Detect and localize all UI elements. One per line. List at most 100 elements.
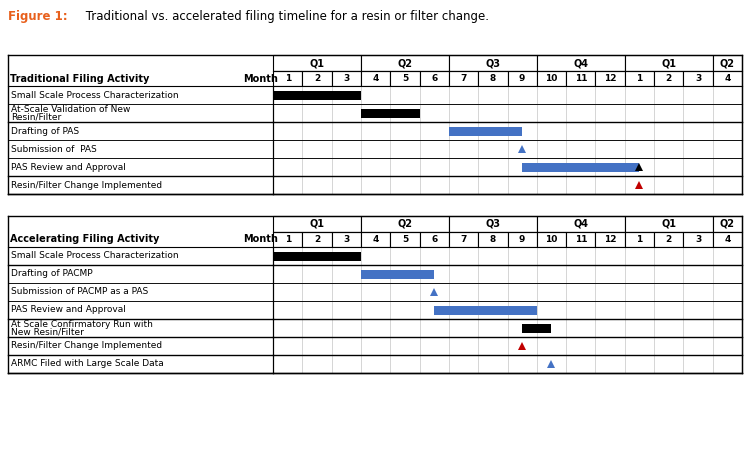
FancyBboxPatch shape: [625, 140, 654, 158]
FancyBboxPatch shape: [302, 86, 332, 104]
FancyBboxPatch shape: [361, 247, 390, 265]
FancyBboxPatch shape: [273, 158, 302, 176]
FancyBboxPatch shape: [625, 232, 654, 247]
Text: 11: 11: [574, 235, 587, 244]
Text: Q1: Q1: [662, 219, 676, 229]
Text: 4: 4: [724, 74, 730, 83]
FancyBboxPatch shape: [361, 158, 390, 176]
FancyBboxPatch shape: [332, 283, 361, 301]
FancyBboxPatch shape: [566, 283, 596, 301]
FancyBboxPatch shape: [302, 265, 332, 283]
FancyBboxPatch shape: [361, 86, 390, 104]
FancyBboxPatch shape: [273, 283, 302, 301]
FancyBboxPatch shape: [683, 122, 712, 140]
Text: Accelerating Filing Activity: Accelerating Filing Activity: [10, 234, 159, 244]
FancyBboxPatch shape: [596, 104, 625, 122]
FancyBboxPatch shape: [712, 55, 742, 71]
Text: Small Scale Process Characterization: Small Scale Process Characterization: [11, 90, 178, 99]
Text: ARMC Filed with Large Scale Data: ARMC Filed with Large Scale Data: [11, 360, 164, 369]
FancyBboxPatch shape: [654, 232, 683, 247]
FancyBboxPatch shape: [390, 337, 419, 355]
Text: Q2: Q2: [398, 58, 412, 68]
FancyBboxPatch shape: [625, 71, 654, 86]
Text: At-Scale Validation of New: At-Scale Validation of New: [11, 105, 130, 114]
FancyBboxPatch shape: [537, 71, 566, 86]
FancyBboxPatch shape: [332, 104, 361, 122]
Text: 10: 10: [545, 235, 558, 244]
Text: 8: 8: [490, 235, 496, 244]
FancyBboxPatch shape: [508, 232, 537, 247]
Text: 4: 4: [373, 74, 379, 83]
FancyBboxPatch shape: [683, 86, 712, 104]
FancyBboxPatch shape: [273, 337, 302, 355]
FancyBboxPatch shape: [448, 319, 478, 337]
FancyBboxPatch shape: [683, 355, 712, 373]
FancyBboxPatch shape: [508, 86, 537, 104]
Text: 2: 2: [314, 74, 320, 83]
Text: Month: Month: [243, 234, 278, 244]
FancyBboxPatch shape: [508, 283, 537, 301]
FancyBboxPatch shape: [508, 140, 537, 158]
FancyBboxPatch shape: [332, 337, 361, 355]
FancyBboxPatch shape: [448, 126, 522, 135]
FancyBboxPatch shape: [508, 301, 537, 319]
FancyBboxPatch shape: [478, 283, 508, 301]
FancyBboxPatch shape: [390, 122, 419, 140]
FancyBboxPatch shape: [419, 283, 448, 301]
FancyBboxPatch shape: [361, 176, 390, 194]
Text: 7: 7: [460, 235, 466, 244]
Text: 2: 2: [665, 235, 672, 244]
Text: 1: 1: [636, 235, 643, 244]
FancyBboxPatch shape: [537, 265, 566, 283]
FancyBboxPatch shape: [332, 301, 361, 319]
FancyBboxPatch shape: [478, 104, 508, 122]
FancyBboxPatch shape: [566, 247, 596, 265]
FancyBboxPatch shape: [332, 176, 361, 194]
FancyBboxPatch shape: [522, 324, 551, 333]
FancyBboxPatch shape: [419, 104, 448, 122]
Text: 3: 3: [695, 235, 701, 244]
FancyBboxPatch shape: [596, 265, 625, 283]
FancyBboxPatch shape: [273, 90, 361, 99]
FancyBboxPatch shape: [273, 71, 302, 86]
FancyBboxPatch shape: [273, 301, 302, 319]
FancyBboxPatch shape: [654, 265, 683, 283]
Text: PAS Review and Approval: PAS Review and Approval: [11, 306, 126, 315]
FancyBboxPatch shape: [537, 301, 566, 319]
FancyBboxPatch shape: [478, 247, 508, 265]
Text: 1: 1: [636, 74, 643, 83]
Text: 7: 7: [460, 74, 466, 83]
FancyBboxPatch shape: [273, 252, 361, 261]
Text: At Scale Confirmatory Run with: At Scale Confirmatory Run with: [11, 320, 153, 329]
FancyBboxPatch shape: [625, 176, 654, 194]
FancyBboxPatch shape: [361, 337, 390, 355]
FancyBboxPatch shape: [625, 355, 654, 373]
FancyBboxPatch shape: [683, 247, 712, 265]
FancyBboxPatch shape: [537, 319, 566, 337]
FancyBboxPatch shape: [566, 71, 596, 86]
FancyBboxPatch shape: [625, 55, 712, 71]
FancyBboxPatch shape: [566, 265, 596, 283]
FancyBboxPatch shape: [537, 283, 566, 301]
Text: PAS Review and Approval: PAS Review and Approval: [11, 162, 126, 171]
FancyBboxPatch shape: [654, 122, 683, 140]
FancyBboxPatch shape: [683, 71, 712, 86]
FancyBboxPatch shape: [273, 265, 302, 283]
FancyBboxPatch shape: [478, 319, 508, 337]
FancyBboxPatch shape: [508, 122, 537, 140]
FancyBboxPatch shape: [448, 140, 478, 158]
FancyBboxPatch shape: [537, 158, 566, 176]
FancyBboxPatch shape: [448, 337, 478, 355]
FancyBboxPatch shape: [332, 122, 361, 140]
FancyBboxPatch shape: [566, 355, 596, 373]
FancyBboxPatch shape: [448, 158, 478, 176]
FancyBboxPatch shape: [273, 86, 302, 104]
FancyBboxPatch shape: [654, 104, 683, 122]
FancyBboxPatch shape: [625, 283, 654, 301]
FancyBboxPatch shape: [273, 122, 302, 140]
FancyBboxPatch shape: [419, 265, 448, 283]
FancyBboxPatch shape: [712, 86, 742, 104]
FancyBboxPatch shape: [390, 319, 419, 337]
Text: Submission of PACMP as a PAS: Submission of PACMP as a PAS: [11, 288, 148, 297]
Text: Resin/Filter Change Implemented: Resin/Filter Change Implemented: [11, 180, 162, 189]
